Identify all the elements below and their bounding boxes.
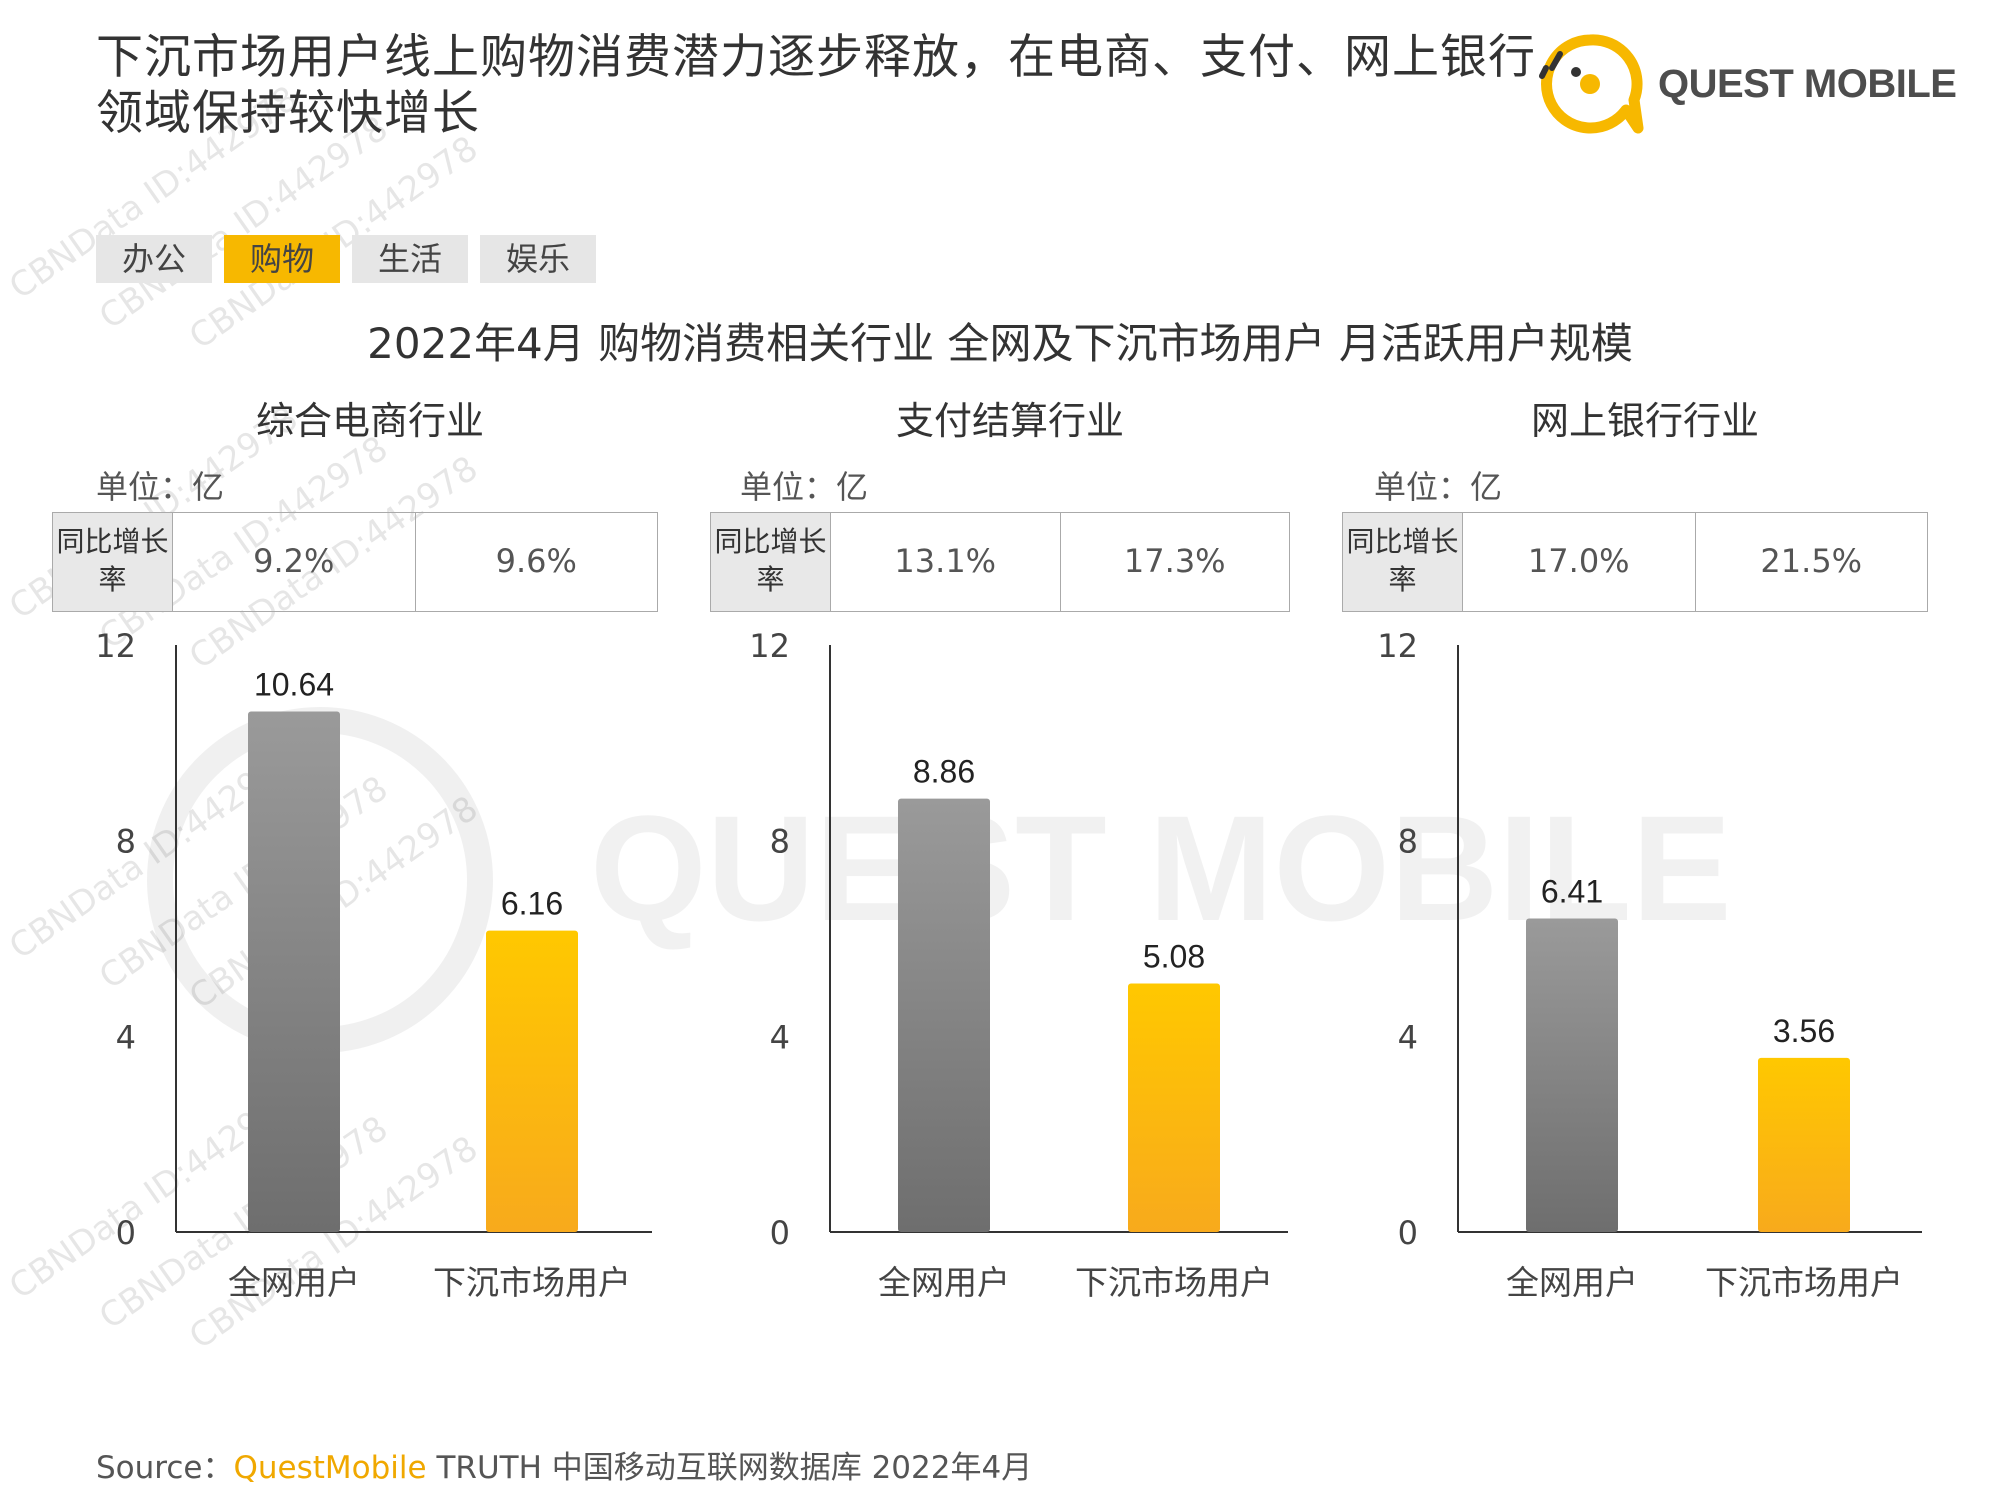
y-tick-label: 4	[1398, 1018, 1418, 1056]
yoy-label: 同比增长率	[1343, 513, 1463, 611]
yoy-table-banking: 同比增长率 17.0% 21.5%	[1342, 512, 1928, 612]
brand-name: QUEST MOBILE	[1658, 62, 1957, 106]
y-tick-label: 8	[770, 823, 790, 861]
y-tick-label: 12	[95, 627, 136, 665]
bar-value-label: 10.64	[254, 667, 334, 703]
yoy-value-all: 13.1%	[894, 542, 997, 580]
yoy-value-all: 9.2%	[253, 542, 335, 580]
bar-value-label: 5.08	[1143, 939, 1205, 975]
source-note: Source：QuestMobile TRUTH 中国移动互联网数据库 2022…	[96, 1442, 1032, 1487]
source-brand: QuestMobile	[233, 1450, 427, 1486]
y-tick-label: 0	[1398, 1214, 1418, 1252]
x-category-label: 全网用户	[878, 1263, 1010, 1302]
y-tick-label: 12	[1377, 627, 1418, 665]
unit-label: 单位：亿	[1374, 468, 1503, 506]
bar-lowtier-users	[486, 930, 578, 1232]
y-tick-label: 8	[116, 823, 136, 861]
yoy-table-ecommerce: 同比增长率 9.2% 9.6%	[52, 512, 658, 612]
unit-label: 单位：亿	[96, 468, 225, 506]
y-tick-label: 4	[116, 1018, 136, 1056]
page-headline: 下沉市场用户线上购物消费潜力逐步释放，在电商、支付、网上银行领域保持较快增长	[96, 30, 1536, 141]
tab-3[interactable]: 娱乐	[480, 235, 596, 283]
panel-title-payment: 支付结算行业	[895, 399, 1124, 443]
bar-lowtier-users	[1128, 983, 1220, 1232]
bar-value-label: 6.41	[1541, 873, 1603, 909]
tab-2[interactable]: 生活	[352, 235, 468, 283]
bar-all-users	[898, 798, 990, 1232]
y-tick-label: 8	[1398, 823, 1418, 861]
category-tabs: 办公 购物 生活 娱乐	[96, 235, 596, 283]
bar-lowtier-users	[1758, 1057, 1850, 1232]
x-category-label: 下沉市场用户	[1075, 1263, 1273, 1302]
source-prefix: Source：	[96, 1450, 234, 1486]
x-category-label: 全网用户	[1506, 1263, 1638, 1302]
tab-1[interactable]: 购物	[224, 235, 340, 283]
y-tick-label: 0	[770, 1214, 790, 1252]
y-tick-label: 4	[770, 1018, 790, 1056]
x-category-label: 下沉市场用户	[433, 1263, 631, 1302]
bar-all-users	[248, 711, 340, 1232]
x-category-label: 下沉市场用户	[1705, 1263, 1903, 1302]
quest-mobile-logo-icon	[1539, 34, 1644, 134]
yoy-value-lowtier: 17.3%	[1059, 513, 1290, 611]
yoy-label: 同比增长率	[53, 513, 173, 611]
brand-block: QUEST MOBILE	[1530, 20, 1957, 150]
y-tick-label: 0	[116, 1214, 136, 1252]
yoy-value-all: 17.0%	[1527, 542, 1630, 580]
unit-label: 单位：亿	[740, 468, 869, 506]
yoy-value-lowtier: 9.6%	[414, 513, 658, 611]
chart-title: 2022年4月 购物消费相关行业 全网及下沉市场用户 月活跃用户规模	[367, 319, 1633, 368]
yoy-label: 同比增长率	[711, 513, 831, 611]
bar-all-users	[1526, 918, 1618, 1232]
x-category-label: 全网用户	[228, 1263, 360, 1302]
bar-value-label: 3.56	[1773, 1013, 1835, 1049]
yoy-value-lowtier: 21.5%	[1694, 513, 1928, 611]
bar-value-label: 8.86	[913, 754, 975, 790]
source-rest: TRUTH 中国移动互联网数据库 2022年4月	[426, 1450, 1033, 1486]
tab-0[interactable]: 办公	[96, 235, 212, 283]
bar-value-label: 6.16	[501, 886, 563, 922]
yoy-table-payment: 同比增长率 13.1% 17.3%	[710, 512, 1290, 612]
y-tick-label: 12	[749, 627, 790, 665]
panel-title-banking: 网上银行行业	[1530, 399, 1759, 443]
panel-title-ecommerce: 综合电商行业	[255, 399, 484, 443]
